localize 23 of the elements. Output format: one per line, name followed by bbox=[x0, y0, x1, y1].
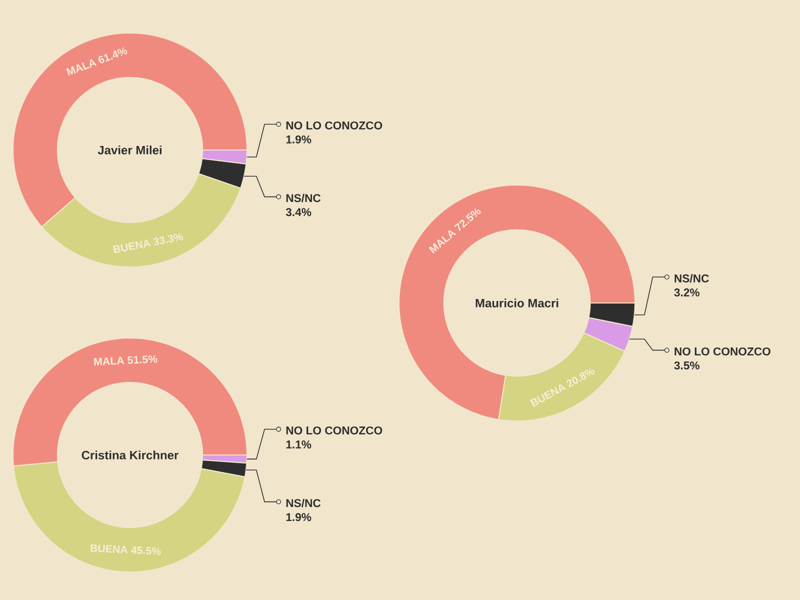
data-label: 1.1% bbox=[286, 440, 312, 448]
data-label: 1.9% bbox=[286, 513, 312, 522]
data-label: 45.5% bbox=[130, 546, 161, 555]
data-label: 51.5% bbox=[128, 355, 158, 364]
data-label: 1.9% bbox=[286, 135, 312, 144]
slice-label: NO LO CONOZCO bbox=[674, 347, 770, 356]
slice-label: NO LO CONOZCO bbox=[286, 426, 382, 434]
data-label: 33.3% bbox=[153, 232, 184, 246]
slice-label: BUENA bbox=[90, 544, 128, 554]
legend-label: NS/NC bbox=[674, 274, 709, 283]
legend-label: NS/NC bbox=[286, 498, 321, 508]
text: Javier Milei bbox=[98, 146, 162, 154]
text: Mauricio Macri bbox=[476, 298, 558, 308]
slice-label: BUENA bbox=[113, 240, 151, 254]
data-label: 61.4% bbox=[98, 47, 128, 64]
slice-label: MALA bbox=[66, 59, 97, 76]
legend-label: NS/NC bbox=[286, 194, 321, 202]
data-label: 3.5% bbox=[674, 361, 700, 370]
slice-label: NO LO CONOZCO bbox=[286, 121, 382, 130]
data-label: 3.2% bbox=[674, 288, 700, 296]
slice-label: MALA bbox=[94, 356, 124, 366]
data-label: 3.4% bbox=[286, 208, 312, 216]
text: Cristina Kirchner bbox=[82, 450, 178, 460]
